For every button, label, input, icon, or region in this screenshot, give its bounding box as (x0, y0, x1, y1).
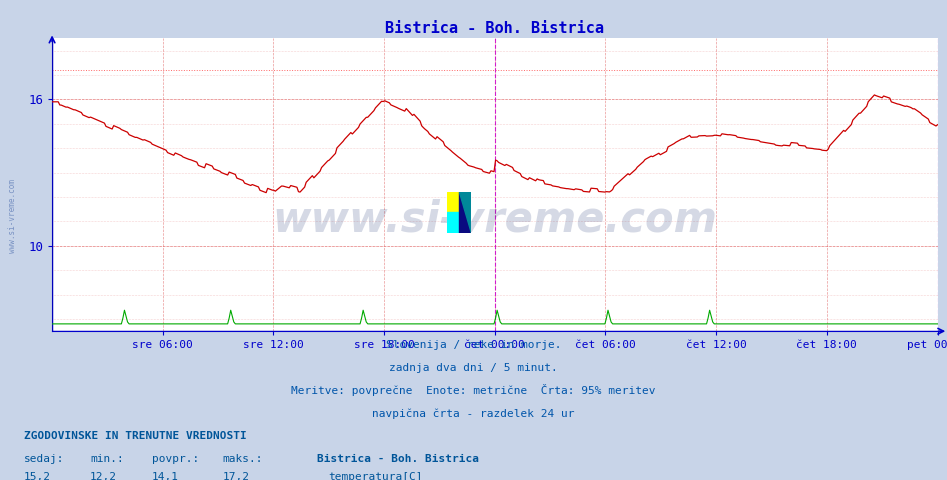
Bar (447, 192, 458, 212)
Text: Meritve: povprečne  Enote: metrične  Črta: 95% meritev: Meritve: povprečne Enote: metrične Črta:… (292, 384, 655, 396)
Text: povpr.:: povpr.: (152, 454, 199, 464)
Title: Bistrica - Boh. Bistrica: Bistrica - Boh. Bistrica (385, 21, 604, 36)
Text: navpična črta - razdelek 24 ur: navpična črta - razdelek 24 ur (372, 408, 575, 419)
Text: 15,2: 15,2 (24, 472, 51, 480)
Text: maks.:: maks.: (223, 454, 263, 464)
Bar (458, 192, 471, 233)
Text: 14,1: 14,1 (152, 472, 179, 480)
Text: zadnja dva dni / 5 minut.: zadnja dva dni / 5 minut. (389, 363, 558, 373)
Polygon shape (458, 192, 471, 233)
Text: temperatura[C]: temperatura[C] (329, 472, 423, 480)
Text: ZGODOVINSKE IN TRENUTNE VREDNOSTI: ZGODOVINSKE IN TRENUTNE VREDNOSTI (24, 431, 246, 441)
Text: 12,2: 12,2 (90, 472, 117, 480)
Text: www.si-vreme.com: www.si-vreme.com (273, 199, 717, 241)
Text: 17,2: 17,2 (223, 472, 250, 480)
Text: sedaj:: sedaj: (24, 454, 64, 464)
Text: min.:: min.: (90, 454, 124, 464)
Bar (447, 212, 458, 233)
Text: Slovenija / reke in morje.: Slovenija / reke in morje. (385, 340, 562, 350)
Text: www.si-vreme.com: www.si-vreme.com (8, 179, 17, 253)
Text: Bistrica - Boh. Bistrica: Bistrica - Boh. Bistrica (317, 454, 479, 464)
